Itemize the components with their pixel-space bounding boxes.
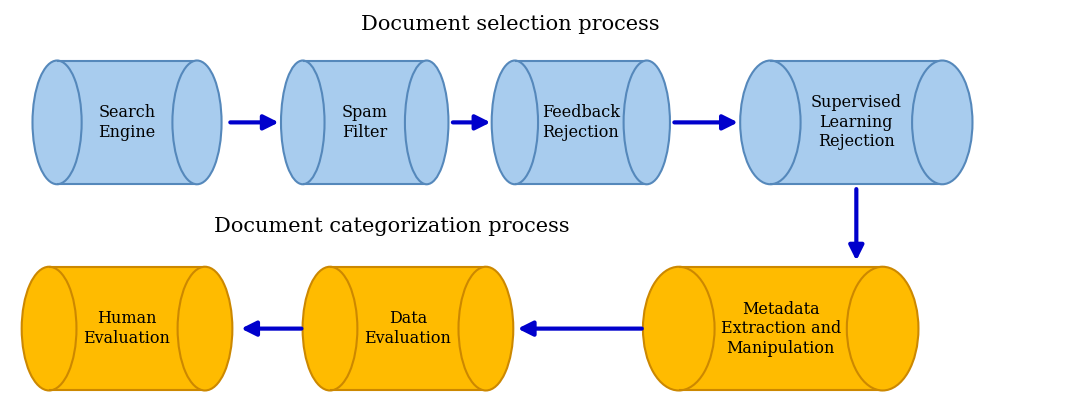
Ellipse shape [492, 61, 538, 184]
Ellipse shape [458, 267, 514, 390]
Ellipse shape [22, 267, 76, 390]
Bar [770, 61, 943, 184]
Ellipse shape [623, 61, 670, 184]
Text: Spam
Filter: Spam Filter [342, 104, 388, 141]
Ellipse shape [303, 267, 357, 390]
Bar [515, 61, 647, 184]
Ellipse shape [178, 267, 232, 390]
Text: Search
Engine: Search Engine [99, 104, 155, 141]
Text: Feedback
Rejection: Feedback Rejection [542, 104, 620, 141]
Ellipse shape [847, 267, 919, 390]
Ellipse shape [741, 61, 800, 184]
Bar [58, 61, 197, 184]
Ellipse shape [33, 61, 81, 184]
Bar [303, 61, 427, 184]
Bar [330, 267, 485, 390]
Ellipse shape [405, 61, 449, 184]
Text: Document selection process: Document selection process [362, 15, 660, 34]
Ellipse shape [643, 267, 715, 390]
Ellipse shape [281, 61, 325, 184]
Bar [49, 267, 205, 390]
Ellipse shape [912, 61, 972, 184]
Ellipse shape [173, 61, 222, 184]
Bar [679, 267, 883, 390]
Text: Document categorization process: Document categorization process [214, 217, 569, 236]
Text: Supervised
Learning
Rejection: Supervised Learning Rejection [811, 94, 901, 150]
Text: Data
Evaluation: Data Evaluation [365, 310, 452, 347]
Text: Human
Evaluation: Human Evaluation [84, 310, 171, 347]
Text: Metadata
Extraction and
Manipulation: Metadata Extraction and Manipulation [721, 301, 841, 357]
